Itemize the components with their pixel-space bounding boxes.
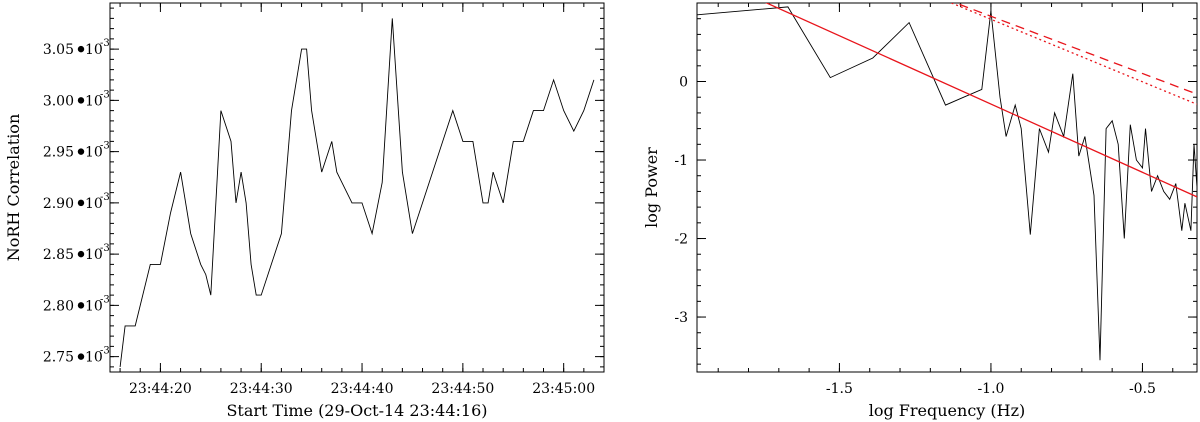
right-chart: -1.5 -1.0 -0.5 0 -1 -2 -3 log Frequency (Hz) log… [642,2,1198,420]
right-plot-area [697,3,1197,361]
y-tick-label: 2.80 [43,298,74,314]
y-tick-label: 3.00 [43,93,74,109]
x-axis-title: Start Time (29-Oct-14 23:44:16) [226,401,487,420]
x-tick-label: 23:45:00 [532,381,595,397]
y-tick-bullet [77,302,85,309]
y-tick-label: 2.95 [43,145,74,161]
y-tick-bullet [77,148,85,155]
y-tick-label: 2.90 [43,196,74,212]
correlation-series-line [119,18,595,367]
y-tick-base: 10 [85,196,103,212]
x-tick-label: 23:44:40 [331,381,394,397]
x-tick-label: -1.5 [826,381,853,397]
y-tick-exponent: -3 [100,192,110,203]
y-tick-base: 10 [85,145,103,161]
y-tick-label: -2 [674,232,688,248]
confidence-dotted-line [951,3,1197,105]
y-tick-exponent: -3 [100,243,110,254]
x-axis-title: log Frequency (Hz) [869,401,1026,420]
y-tick-bullet [77,250,85,258]
x-tick-label: 23:44:50 [431,381,494,397]
y-tick-label: -3 [674,310,688,326]
y-tick-bullet [77,97,85,104]
x-tick-label: -1.0 [977,381,1004,397]
left-chart: 23:44:20 23:44:30 23:44:40 23:44:50 23:45:00… [4,2,605,420]
right-plot-frame [696,2,1198,373]
fit-line [765,3,1197,198]
y-axis-title: log Power [642,147,661,228]
y-tick-label: 0 [679,75,688,91]
x-tick-label: 23:44:30 [230,381,293,397]
y-tick-base: 10 [85,350,103,366]
y-axis-title: NoRH Correlation [4,114,23,262]
y-tick-bullet [77,199,85,207]
x-tick-label: -0.5 [1129,381,1156,397]
y-tick-base: 10 [85,93,103,109]
left-plot-frame [109,2,605,373]
y-tick-exponent: -3 [100,346,110,357]
y-tick-exponent: -3 [100,89,110,100]
y-tick-base: 10 [85,42,103,58]
y-tick-bullet [77,45,85,53]
y-tick-label: 2.75 [43,350,74,366]
power-spectrum-line [697,6,1197,361]
y-tick-exponent: -3 [100,141,110,152]
y-tick-base: 10 [85,247,103,263]
y-tick-label: 2.85 [43,247,74,263]
y-tick-base: 10 [85,298,103,314]
y-tick-exponent: -3 [100,294,110,305]
y-tick-exponent: -3 [100,38,110,49]
y-tick-bullet [77,353,85,360]
y-tick-label: -1 [674,153,688,169]
y-tick-label: 3.05 [43,42,74,58]
x-tick-label: 23:44:20 [129,381,192,397]
